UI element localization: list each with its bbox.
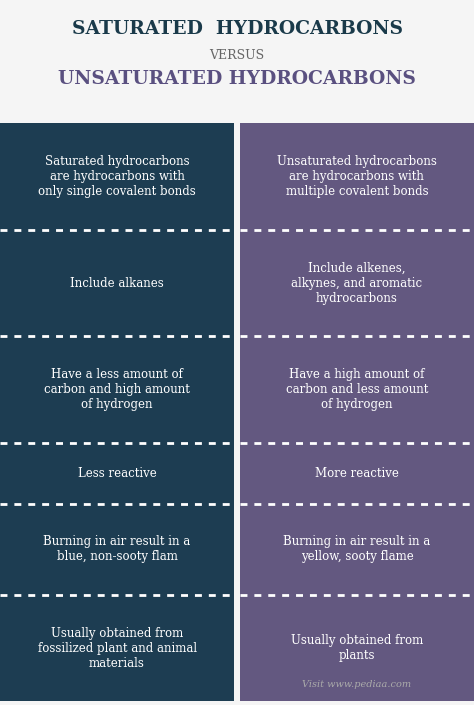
- Text: Unsaturated hydrocarbons
are hydrocarbons with
multiple covalent bonds: Unsaturated hydrocarbons are hydrocarbon…: [277, 155, 437, 198]
- Bar: [240, 595, 474, 701]
- Text: Visit www.pediaa.com: Visit www.pediaa.com: [302, 680, 411, 689]
- Text: Include alkenes,
alkynes, and aromatic
hydrocarbons: Include alkenes, alkynes, and aromatic h…: [292, 262, 422, 305]
- Text: UNSATURATED HYDROCARBONS: UNSATURATED HYDROCARBONS: [58, 70, 416, 89]
- Bar: [240, 123, 474, 230]
- Bar: [0, 503, 234, 595]
- Text: Have a high amount of
carbon and less amount
of hydrogen: Have a high amount of carbon and less am…: [286, 368, 428, 411]
- Text: VERSUS: VERSUS: [210, 49, 264, 62]
- Bar: [0, 336, 234, 443]
- Text: Less reactive: Less reactive: [78, 467, 156, 480]
- Text: Saturated hydrocarbons
are hydrocarbons with
only single covalent bonds: Saturated hydrocarbons are hydrocarbons …: [38, 155, 196, 198]
- Text: More reactive: More reactive: [315, 467, 399, 480]
- Bar: [240, 336, 474, 443]
- Text: Usually obtained from
plants: Usually obtained from plants: [291, 634, 423, 662]
- Text: Burning in air result in a
yellow, sooty flame: Burning in air result in a yellow, sooty…: [283, 535, 430, 563]
- Bar: [0, 595, 234, 701]
- Text: Have a less amount of
carbon and high amount
of hydrogen: Have a less amount of carbon and high am…: [44, 368, 190, 411]
- Bar: [0, 123, 234, 230]
- Bar: [0, 443, 234, 503]
- Bar: [240, 443, 474, 503]
- Text: Usually obtained from
fossilized plant and animal
materials: Usually obtained from fossilized plant a…: [37, 627, 197, 670]
- Text: Burning in air result in a
blue, non-sooty flam: Burning in air result in a blue, non-soo…: [44, 535, 191, 563]
- Text: SATURATED  HYDROCARBONS: SATURATED HYDROCARBONS: [72, 20, 402, 38]
- Bar: [0, 230, 234, 336]
- Bar: [240, 230, 474, 336]
- Bar: [240, 503, 474, 595]
- Text: Include alkanes: Include alkanes: [70, 276, 164, 290]
